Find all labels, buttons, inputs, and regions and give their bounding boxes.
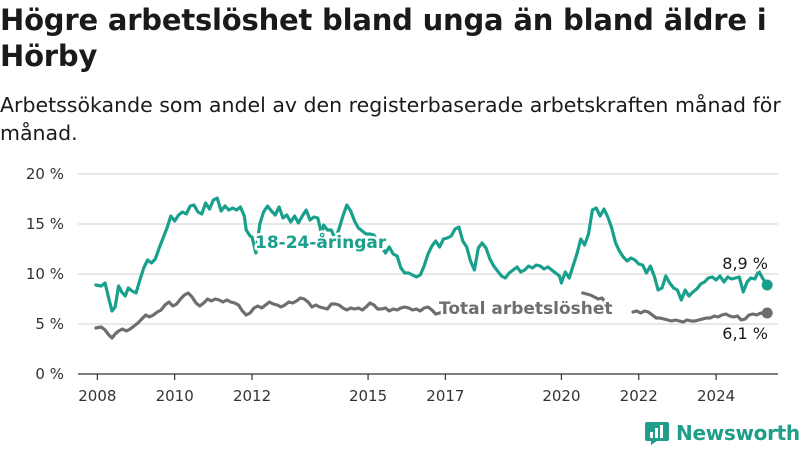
x-axis: 2008 2010 2012 2015 2017 2020 2022 2024 xyxy=(78,374,735,405)
x-tick-label: 2012 xyxy=(233,387,271,405)
total-end-value-label: 6,1 % xyxy=(722,324,768,343)
youth-series-label: 18-24-åringar xyxy=(255,231,387,253)
total-series-line-segment-3 xyxy=(631,309,769,324)
total-end-point xyxy=(761,307,773,319)
youth-end-point xyxy=(761,279,773,291)
chart-title: Högre arbetslöshet bland unga än bland ä… xyxy=(0,3,767,73)
y-tick-label: 15 % xyxy=(26,215,64,233)
newsworthy-logo-icon xyxy=(645,422,669,445)
series-labels: 18-24-åringar Total arbetslöshet 8,9 % 6,1 … xyxy=(253,229,771,346)
brand-name: Newsworthy xyxy=(676,421,800,445)
series-lines xyxy=(94,196,773,340)
y-tick-label: 20 % xyxy=(26,165,64,183)
youth-series-line xyxy=(94,196,769,313)
total-series-line-segment-2 xyxy=(581,291,608,305)
chart-subtitle: Arbetssökande som andel av den registerb… xyxy=(0,93,781,145)
x-tick-label: 2020 xyxy=(542,387,580,405)
brand-logo: Newsworthy xyxy=(644,418,800,448)
youth-end-value-label: 8,9 % xyxy=(722,254,768,273)
y-tick-label: 0 % xyxy=(35,365,64,383)
x-tick-label: 2008 xyxy=(78,387,116,405)
total-series-line-segment-1 xyxy=(94,291,449,340)
total-series-label: Total arbetslöshet xyxy=(439,299,613,319)
x-tick-label: 2017 xyxy=(426,387,464,405)
x-tick-label: 2015 xyxy=(349,387,387,405)
x-tick-label: 2024 xyxy=(697,387,735,405)
x-tick-label: 2022 xyxy=(620,387,658,405)
y-tick-label: 5 % xyxy=(35,315,64,333)
x-tick-label: 2010 xyxy=(156,387,194,405)
grid-lines xyxy=(78,173,778,325)
y-axis: 0 % 5 % 10 % 15 % 20 % xyxy=(26,165,64,383)
y-tick-label: 10 % xyxy=(26,265,64,283)
